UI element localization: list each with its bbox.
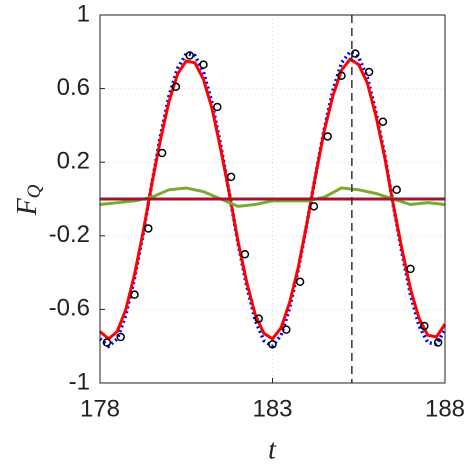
y-tick-label: -0.6 [49,295,90,322]
y-axis-label: FQ [12,184,45,216]
marker [406,264,415,274]
axes-box [99,14,446,384]
x-tick-label: 178 [80,395,120,422]
marker [364,67,374,77]
series-line [99,57,447,341]
marker [420,321,429,331]
marker [226,172,236,182]
marker [378,117,388,126]
marker [337,71,346,80]
marker [240,249,250,259]
series-line [99,186,446,208]
marker [254,314,263,323]
marker [433,338,443,347]
y-label-sub: Q [24,184,45,198]
marker [295,277,305,287]
y-tick-label: -1 [69,368,90,395]
marker [116,332,125,342]
y-tick-label: 1 [77,0,90,27]
marker [199,60,208,69]
marker [213,102,222,112]
y-tick-label: -0.2 [49,221,90,248]
marker [185,51,194,60]
marker [351,49,360,58]
y-tick-label: 0.2 [57,148,90,175]
marker [268,340,277,349]
marker [157,148,167,158]
marker [102,338,112,347]
marker [130,290,139,299]
marker [392,185,401,195]
y-label-main: F [12,197,43,216]
x-tick-label: 183 [252,395,292,422]
marker [309,202,319,211]
marker [171,82,181,92]
marker [144,224,153,233]
y-tick-label: 0.6 [57,74,90,101]
x-tick-label: 188 [425,395,465,422]
marker [323,132,332,141]
marker [282,325,291,334]
x-axis-label: t [268,434,277,465]
